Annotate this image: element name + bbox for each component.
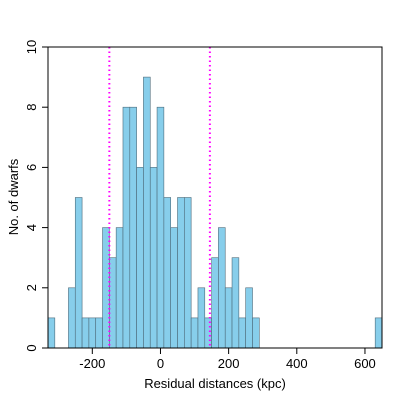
y-tick-label: 4 [24, 224, 39, 231]
bar [115, 227, 124, 349]
plot-frame [47, 46, 383, 349]
bar [177, 197, 185, 349]
bar [95, 317, 103, 349]
bar [224, 287, 233, 349]
bar [211, 257, 219, 349]
bar [245, 287, 253, 349]
bar [156, 106, 165, 349]
bar [143, 76, 151, 349]
bar [74, 197, 83, 349]
x-tick-label: -200 [79, 356, 105, 371]
bar [231, 257, 240, 349]
bar [252, 317, 260, 349]
bar [163, 197, 171, 349]
y-tick-label: 0 [24, 344, 39, 351]
bar [374, 317, 383, 349]
bar [218, 227, 226, 349]
x-tick-label: 0 [157, 356, 164, 371]
y-tick-label: 10 [24, 40, 39, 54]
x-axis-label: Residual distances (kpc) [144, 376, 286, 391]
bar [238, 317, 246, 349]
bar [190, 317, 199, 349]
bar [170, 227, 178, 349]
y-tick-label: 8 [24, 104, 39, 111]
y-tick-label: 2 [24, 284, 39, 291]
bar [102, 227, 110, 349]
y-axis-label: No. of dwarfs [6, 158, 21, 235]
bar [184, 197, 192, 349]
bar [136, 167, 144, 349]
x-tick-label: 200 [218, 356, 240, 371]
bar [129, 106, 137, 349]
bar [109, 257, 117, 349]
bar [149, 167, 158, 349]
x-tick-label: 600 [354, 356, 376, 371]
y-tick-label: 6 [24, 164, 39, 171]
bar [197, 287, 206, 349]
bar [88, 317, 97, 349]
bar [122, 106, 131, 349]
bar [47, 317, 56, 349]
x-tick-label: 400 [286, 356, 308, 371]
bar [68, 287, 76, 349]
bar [81, 317, 90, 349]
